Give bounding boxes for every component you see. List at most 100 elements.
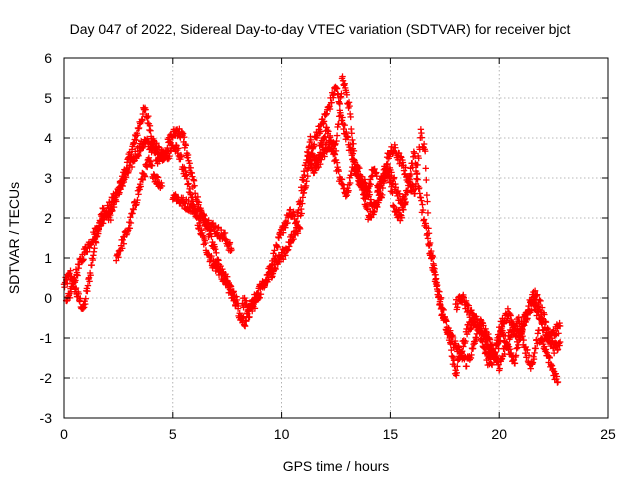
data-point <box>468 306 475 314</box>
data-point <box>312 167 319 174</box>
data-point <box>326 105 334 113</box>
data-point <box>272 265 279 273</box>
data-point <box>147 127 154 134</box>
data-point <box>412 167 420 175</box>
data-point <box>115 191 123 198</box>
data-point <box>137 183 144 190</box>
data-point <box>82 300 89 308</box>
data-point <box>80 304 88 311</box>
data-point <box>321 133 329 141</box>
data-point <box>122 173 130 181</box>
data-point <box>213 249 220 257</box>
data-point <box>107 216 114 224</box>
data-point <box>370 208 378 216</box>
data-point <box>512 352 520 359</box>
data-point <box>367 181 375 188</box>
data-point <box>333 85 341 92</box>
data-point <box>231 294 239 301</box>
data-point <box>135 191 142 198</box>
data-point <box>92 233 99 241</box>
data-point <box>186 160 193 167</box>
data-point <box>333 137 340 145</box>
data-point <box>330 145 338 153</box>
data-point <box>80 256 87 263</box>
data-point <box>304 172 311 180</box>
data-point <box>183 175 191 183</box>
data-point <box>104 210 112 217</box>
data-point <box>407 170 415 178</box>
data-point <box>139 117 146 124</box>
data-point <box>517 335 524 343</box>
data-point <box>344 134 352 141</box>
data-point <box>501 350 508 358</box>
data-point <box>195 199 203 206</box>
data-point <box>535 326 543 334</box>
data-point <box>280 229 287 236</box>
data-point <box>297 197 304 205</box>
y-tick-label: -1 <box>40 330 53 346</box>
data-point <box>284 219 291 227</box>
data-point <box>274 243 281 251</box>
data-point <box>145 112 152 120</box>
data-point <box>525 352 533 359</box>
data-point <box>335 121 342 128</box>
y-tick-label: 6 <box>44 50 52 66</box>
data-point <box>473 316 481 324</box>
data-point <box>293 224 300 231</box>
data-point <box>435 292 443 300</box>
data-point <box>120 240 128 247</box>
data-point <box>350 147 358 155</box>
data-point <box>130 206 137 213</box>
data-point <box>428 247 435 255</box>
data-point <box>380 173 387 180</box>
data-point <box>354 165 361 172</box>
data-point <box>208 233 215 240</box>
x-tick-label: 25 <box>600 426 616 442</box>
data-point <box>433 279 440 286</box>
data-point <box>343 91 351 98</box>
data-point <box>229 289 237 296</box>
data-point <box>345 187 352 194</box>
data-point <box>346 102 353 110</box>
data-point <box>265 276 272 283</box>
data-point <box>77 295 84 302</box>
data-point <box>234 305 242 312</box>
data-point <box>294 213 302 220</box>
data-point <box>419 206 427 214</box>
data-point <box>317 122 324 130</box>
data-point <box>496 365 503 372</box>
data-point <box>232 298 240 306</box>
data-point <box>202 239 209 247</box>
data-point <box>153 147 160 155</box>
data-point <box>331 151 339 158</box>
data-point <box>142 106 149 113</box>
data-point <box>515 314 522 321</box>
x-tick-label: 20 <box>491 426 507 442</box>
data-point <box>70 283 77 290</box>
data-point <box>554 346 562 353</box>
data-point <box>409 164 416 171</box>
data-point <box>64 280 71 287</box>
data-point <box>282 224 289 231</box>
data-point <box>236 310 243 317</box>
data-point <box>125 167 132 175</box>
data-point <box>538 304 546 311</box>
data-point <box>468 351 475 359</box>
data-point <box>319 141 327 148</box>
data-point <box>134 132 141 139</box>
data-point <box>556 322 564 330</box>
data-point <box>415 154 422 162</box>
data-point <box>554 378 562 386</box>
data-point <box>217 262 224 270</box>
data-point <box>512 333 520 341</box>
data-point <box>287 206 294 213</box>
x-tick-label: 10 <box>274 426 290 442</box>
y-tick-label: 5 <box>44 90 52 106</box>
data-point <box>185 180 192 187</box>
data-point <box>226 239 234 246</box>
data-point <box>423 176 430 184</box>
data-point <box>482 325 489 333</box>
data-point <box>373 201 380 208</box>
data-point <box>537 297 544 305</box>
